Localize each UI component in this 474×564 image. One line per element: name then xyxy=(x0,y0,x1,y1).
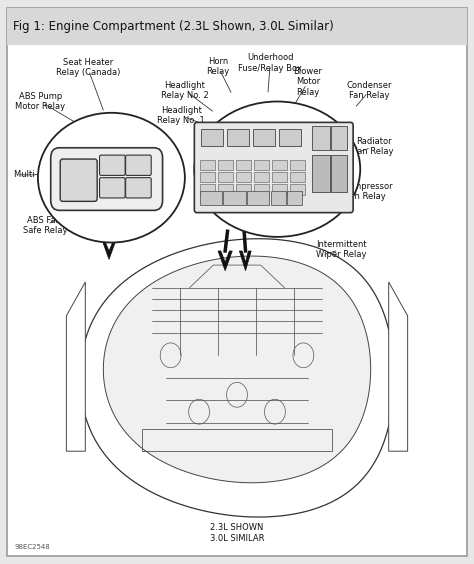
FancyBboxPatch shape xyxy=(247,191,269,205)
FancyBboxPatch shape xyxy=(100,178,125,198)
Ellipse shape xyxy=(38,113,185,243)
FancyBboxPatch shape xyxy=(312,155,330,192)
Text: ELD Unit: ELD Unit xyxy=(246,211,282,220)
Text: Intermittent
Wiper Relay: Intermittent Wiper Relay xyxy=(316,240,366,259)
Text: ABS Pump
Motor Relay: ABS Pump Motor Relay xyxy=(15,92,65,111)
FancyBboxPatch shape xyxy=(272,160,287,170)
FancyBboxPatch shape xyxy=(194,122,353,213)
FancyBboxPatch shape xyxy=(331,155,347,192)
FancyBboxPatch shape xyxy=(287,191,302,205)
Text: Blower
Motor
Relay: Blower Motor Relay xyxy=(293,67,323,96)
Text: Fig 1: Engine Compartment (2.3L Shown, 3.0L Similar): Fig 1: Engine Compartment (2.3L Shown, 3… xyxy=(13,20,334,33)
FancyBboxPatch shape xyxy=(200,160,215,170)
Text: Horn
Relay: Horn Relay xyxy=(206,57,230,76)
Text: 2.3L SHOWN
3.0L SIMILAR: 2.3L SHOWN 3.0L SIMILAR xyxy=(210,523,264,543)
Polygon shape xyxy=(239,251,251,271)
Ellipse shape xyxy=(194,102,360,237)
Polygon shape xyxy=(102,240,116,259)
FancyBboxPatch shape xyxy=(236,160,251,170)
FancyBboxPatch shape xyxy=(60,159,97,201)
Polygon shape xyxy=(218,251,232,271)
FancyBboxPatch shape xyxy=(254,172,269,182)
FancyBboxPatch shape xyxy=(290,172,305,182)
FancyBboxPatch shape xyxy=(126,178,151,198)
Text: ABS Fail-
Safe Relay: ABS Fail- Safe Relay xyxy=(23,216,67,235)
Polygon shape xyxy=(66,282,85,451)
FancyBboxPatch shape xyxy=(200,184,215,195)
FancyBboxPatch shape xyxy=(254,184,269,195)
FancyBboxPatch shape xyxy=(100,155,125,175)
FancyBboxPatch shape xyxy=(227,129,249,146)
FancyBboxPatch shape xyxy=(290,184,305,195)
FancyBboxPatch shape xyxy=(223,191,246,205)
FancyBboxPatch shape xyxy=(272,184,287,195)
FancyBboxPatch shape xyxy=(312,126,330,150)
Text: Multi-Relay Box: Multi-Relay Box xyxy=(14,170,80,179)
FancyBboxPatch shape xyxy=(218,160,233,170)
Text: Seat Heater
Relay (Canada): Seat Heater Relay (Canada) xyxy=(55,58,120,77)
Text: Headlight
Relay No. 2: Headlight Relay No. 2 xyxy=(161,81,209,100)
FancyBboxPatch shape xyxy=(279,129,301,146)
FancyBboxPatch shape xyxy=(7,8,467,45)
FancyBboxPatch shape xyxy=(201,129,223,146)
Text: Radiator
Fan Relay: Radiator Fan Relay xyxy=(353,137,394,156)
Text: 98EC2548: 98EC2548 xyxy=(14,544,50,550)
FancyBboxPatch shape xyxy=(272,172,287,182)
FancyBboxPatch shape xyxy=(51,148,163,210)
Text: A/C Compressor
Clutch Relay: A/C Compressor Clutch Relay xyxy=(326,182,393,201)
Polygon shape xyxy=(389,282,408,451)
Polygon shape xyxy=(80,239,394,517)
FancyBboxPatch shape xyxy=(290,160,305,170)
FancyBboxPatch shape xyxy=(254,160,269,170)
FancyBboxPatch shape xyxy=(236,184,251,195)
FancyBboxPatch shape xyxy=(200,172,215,182)
FancyBboxPatch shape xyxy=(7,8,467,556)
FancyBboxPatch shape xyxy=(218,184,233,195)
Text: Condenser
Fan Relay: Condenser Fan Relay xyxy=(347,81,392,100)
Text: Headlight
Relay No. 1: Headlight Relay No. 1 xyxy=(157,106,205,125)
FancyBboxPatch shape xyxy=(126,155,151,175)
FancyBboxPatch shape xyxy=(331,126,347,150)
FancyBboxPatch shape xyxy=(253,129,275,146)
Text: Underhood
Fuse/Relay Box: Underhood Fuse/Relay Box xyxy=(238,54,302,73)
Polygon shape xyxy=(103,256,371,483)
FancyBboxPatch shape xyxy=(271,191,286,205)
FancyBboxPatch shape xyxy=(200,191,222,205)
FancyBboxPatch shape xyxy=(236,172,251,182)
FancyBboxPatch shape xyxy=(218,172,233,182)
